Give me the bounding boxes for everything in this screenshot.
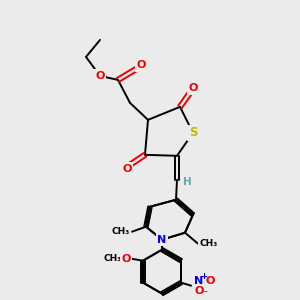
- Text: N: N: [158, 235, 166, 245]
- Text: O: O: [95, 71, 105, 81]
- Text: O: O: [188, 83, 198, 93]
- Text: O: O: [121, 254, 130, 264]
- Text: O: O: [95, 71, 105, 81]
- Text: ⁻: ⁻: [202, 289, 208, 298]
- Text: O: O: [136, 60, 146, 70]
- Text: +: +: [201, 272, 208, 281]
- Text: O: O: [206, 276, 215, 286]
- Text: N: N: [194, 276, 204, 286]
- Text: N: N: [158, 235, 166, 245]
- Text: O: O: [121, 254, 130, 264]
- Text: CH₃: CH₃: [104, 254, 122, 263]
- Text: N: N: [194, 276, 204, 286]
- Text: O: O: [122, 164, 132, 174]
- Text: O: O: [194, 286, 204, 296]
- Text: CH₃: CH₃: [199, 239, 217, 248]
- Text: S: S: [189, 126, 197, 139]
- Text: H: H: [183, 177, 191, 187]
- Text: S: S: [189, 126, 197, 139]
- Text: O: O: [122, 164, 132, 174]
- Text: H: H: [183, 177, 191, 187]
- Text: O: O: [188, 83, 198, 93]
- Text: O: O: [194, 286, 204, 296]
- Text: O: O: [136, 60, 146, 70]
- Text: CH₃: CH₃: [112, 227, 130, 236]
- Text: O: O: [206, 276, 215, 286]
